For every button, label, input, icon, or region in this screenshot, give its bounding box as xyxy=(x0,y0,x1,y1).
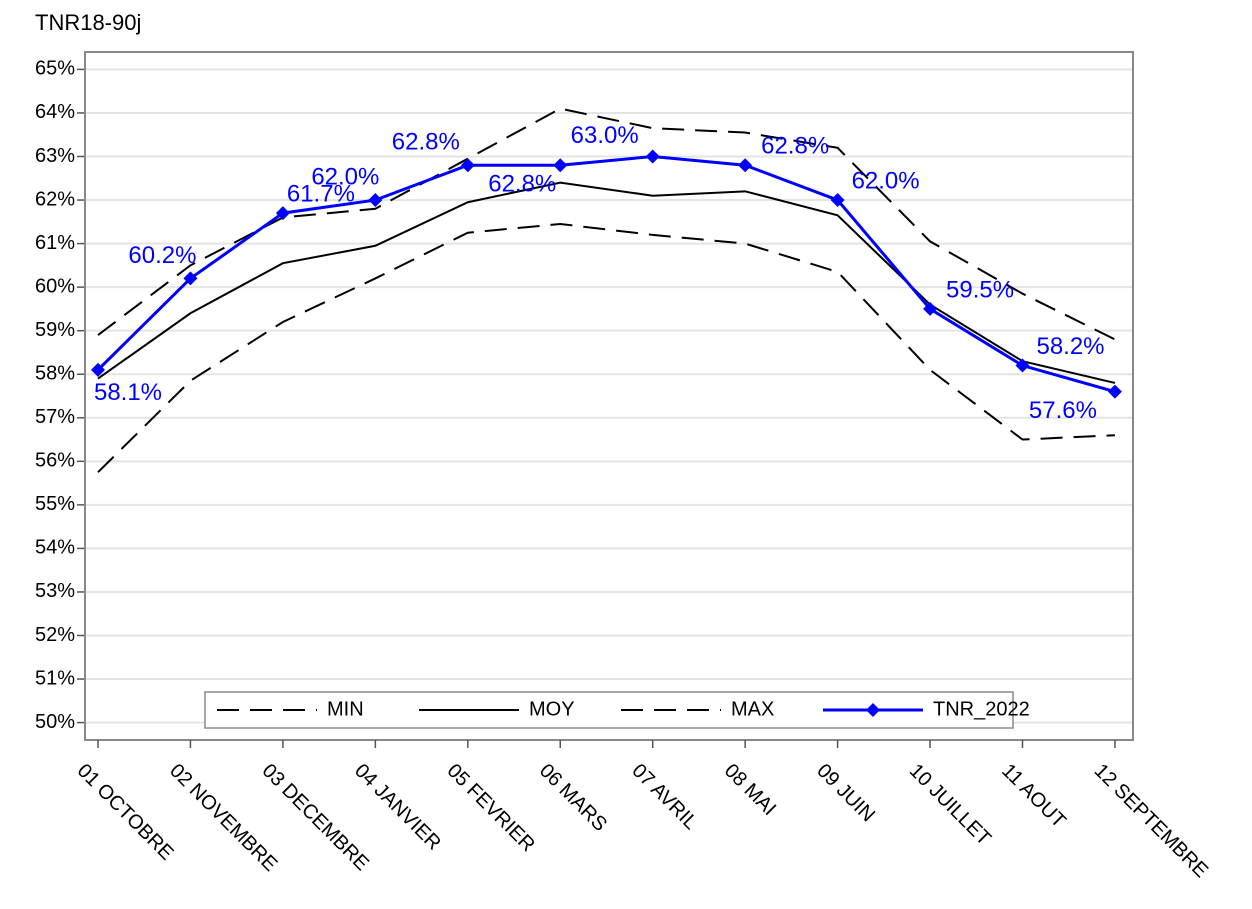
marker xyxy=(368,193,383,208)
marker xyxy=(1107,384,1122,399)
y-tick-label: 61% xyxy=(35,232,75,254)
x-tick-label: 06 MARS xyxy=(535,760,611,836)
y-tick-label: 59% xyxy=(35,319,75,341)
legend-label: TNR_2022 xyxy=(933,698,1030,720)
marker xyxy=(91,362,105,377)
data-label: 62.8% xyxy=(761,133,829,160)
y-tick-label: 54% xyxy=(35,537,75,559)
x-tick-label: 05 FEVRIER xyxy=(443,760,540,857)
y-tick-label: 58% xyxy=(35,363,75,385)
y-tick-label: 52% xyxy=(35,624,75,646)
legend-label: MAX xyxy=(731,698,774,720)
y-tick-label: 60% xyxy=(35,275,75,297)
y-tick-label: 53% xyxy=(35,580,75,602)
x-tick-label: 08 MAI xyxy=(720,760,780,820)
marker xyxy=(275,206,290,221)
data-label: 63.0% xyxy=(571,122,639,149)
y-tick-label: 65% xyxy=(35,58,75,80)
marker xyxy=(830,193,845,208)
marker xyxy=(923,301,938,316)
marker xyxy=(645,149,660,164)
chart-title: TNR18-90j xyxy=(35,10,141,35)
x-tick-label: 01 OCTOBRE xyxy=(73,760,178,865)
data-label: 60.2% xyxy=(128,242,196,269)
x-tick-label: 09 JUIN xyxy=(812,760,879,827)
y-tick-label: 51% xyxy=(35,667,75,689)
marker xyxy=(738,158,753,173)
marker xyxy=(460,158,475,173)
x-tick-label: 11 AOUT xyxy=(997,760,1070,833)
legend-label: MIN xyxy=(327,698,364,720)
plot-frame xyxy=(84,51,1134,741)
data-label: 62.0% xyxy=(311,163,379,190)
marker xyxy=(553,158,568,173)
y-tick-label: 56% xyxy=(35,450,75,472)
data-label: 61.7% xyxy=(287,180,355,207)
y-tick-label: 57% xyxy=(35,406,75,428)
series-line xyxy=(96,154,1116,394)
marker xyxy=(183,271,198,286)
data-label: 59.5% xyxy=(946,276,1014,303)
data-label: 62.0% xyxy=(852,167,920,194)
legend-label: MOY xyxy=(529,698,575,720)
data-label: 58.2% xyxy=(1036,333,1104,360)
data-label: 58.1% xyxy=(94,379,162,406)
data-label: 57.6% xyxy=(1029,397,1097,424)
data-label: 62.8% xyxy=(488,171,556,198)
legend-marker xyxy=(866,703,880,717)
data-label: 62.8% xyxy=(392,129,460,156)
y-tick-label: 62% xyxy=(35,188,75,210)
y-tick-label: 55% xyxy=(35,493,75,515)
x-tick-label: 10 JUILLET xyxy=(905,760,995,850)
x-tick-label: 12 SEPTEMBRE xyxy=(1090,760,1212,882)
x-tick-label: 07 AVRIL xyxy=(627,760,701,834)
y-tick-label: 63% xyxy=(35,145,75,167)
x-tick-label: 04 JANVIER xyxy=(350,760,445,855)
series-line xyxy=(97,222,1115,473)
series-line xyxy=(97,181,1116,384)
marker xyxy=(1015,358,1030,373)
y-tick-label: 64% xyxy=(35,101,75,123)
y-tick-label: 50% xyxy=(35,711,75,733)
